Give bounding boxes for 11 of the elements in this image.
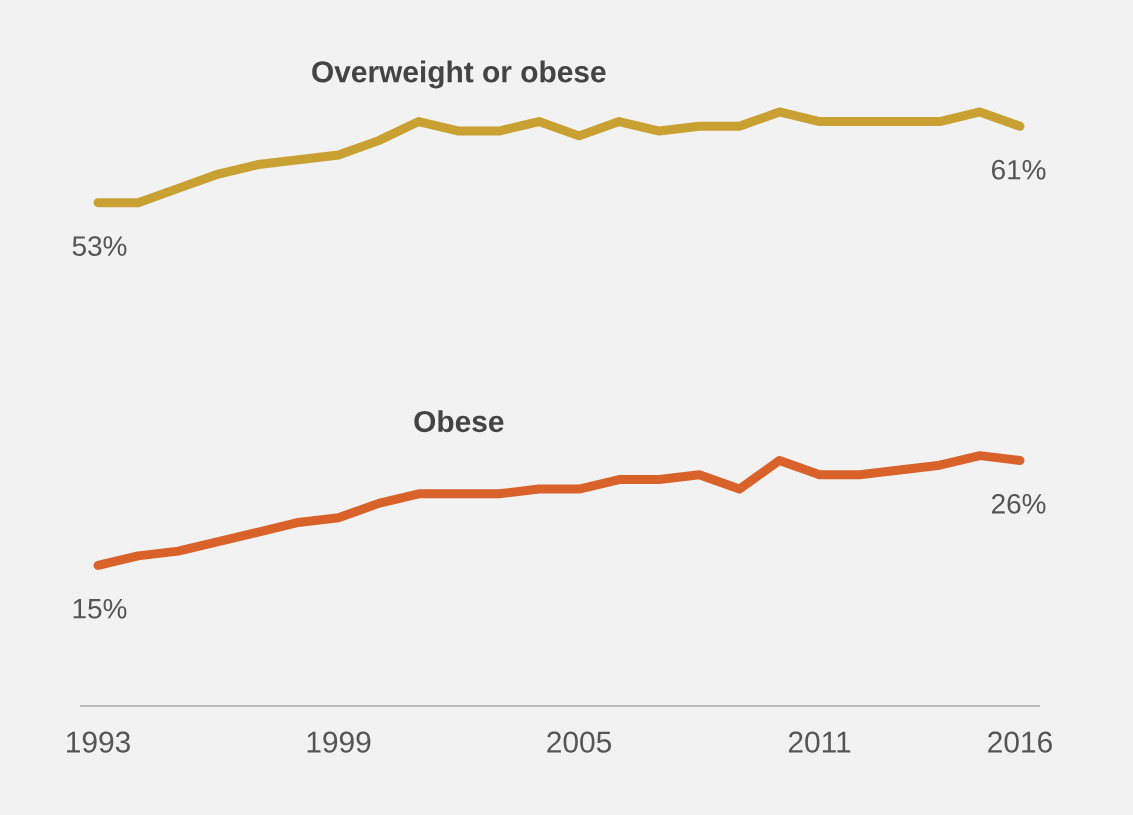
x-tick-label: 1993 <box>67 731 130 753</box>
data-label: 26% <box>992 493 1046 514</box>
data-label: 61% <box>992 159 1046 180</box>
data-label: 15% <box>73 598 127 619</box>
text: Obese <box>414 410 504 433</box>
series-label: Overweight or obese <box>312 60 606 89</box>
x-tick-label: 1999 <box>307 731 371 753</box>
x-tick-label: 2016 <box>988 731 1052 753</box>
x-tick-label: 2005 <box>547 731 612 753</box>
data-label: 53% <box>72 236 127 256</box>
x-tick-label: 2011 <box>788 731 851 753</box>
